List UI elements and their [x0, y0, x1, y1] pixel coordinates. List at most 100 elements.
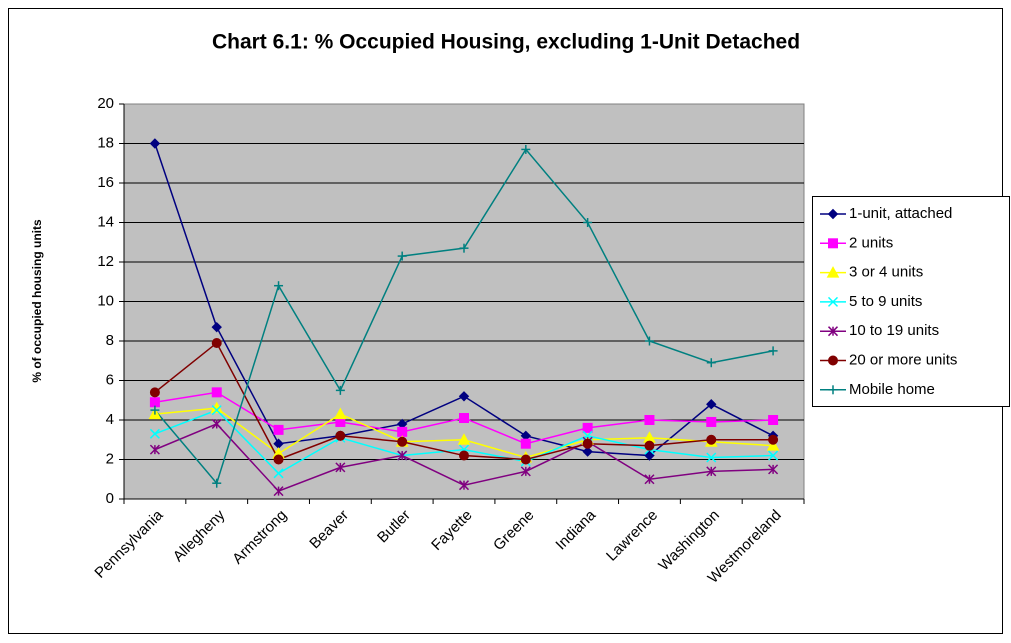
marker [706, 416, 717, 427]
marker-part [397, 436, 408, 447]
marker-part [457, 433, 471, 445]
marker [335, 462, 346, 473]
marker [149, 138, 161, 149]
legend-label: 2 units [849, 234, 893, 251]
marker [827, 296, 839, 307]
marker-part [826, 266, 840, 278]
marker [149, 387, 160, 398]
marker [273, 454, 284, 465]
y-tick-label: 16 [97, 174, 114, 191]
marker [826, 266, 840, 278]
marker [149, 397, 160, 408]
marker [335, 430, 346, 441]
marker-part [459, 450, 469, 461]
y-tick-label: 4 [106, 411, 114, 428]
marker-part [644, 450, 655, 461]
marker [335, 385, 345, 395]
marker-part [397, 426, 408, 437]
marker-part [706, 398, 717, 410]
marker-part [644, 440, 655, 451]
marker-part [273, 454, 284, 465]
marker [766, 439, 780, 451]
marker [211, 321, 222, 333]
marker-part [273, 468, 284, 479]
marker-part [149, 387, 160, 398]
legend-label: 5 to 9 units [849, 293, 922, 310]
y-tick-label: 8 [106, 332, 114, 349]
marker-part [273, 424, 284, 435]
y-tick-label: 2 [106, 450, 114, 467]
marker [459, 450, 469, 461]
marker [149, 428, 160, 439]
marker [397, 436, 408, 447]
marker [212, 478, 222, 488]
marker [459, 413, 469, 424]
marker [644, 415, 655, 425]
y-axis-label: % of occupied housing units [30, 219, 44, 383]
marker [211, 337, 222, 348]
marker [334, 407, 347, 420]
marker [582, 446, 593, 457]
legend-label: 10 to 19 units [849, 322, 939, 339]
marker [273, 468, 284, 479]
marker [582, 422, 593, 433]
y-tick-label: 12 [97, 253, 114, 270]
marker-part [582, 422, 593, 433]
marker [520, 438, 531, 449]
marker [828, 355, 838, 366]
marker-part [827, 208, 839, 220]
marker-part [149, 397, 160, 408]
marker [273, 486, 284, 497]
marker-part [211, 337, 222, 348]
marker-part [458, 391, 470, 402]
marker [583, 218, 593, 227]
y-tick-label: 6 [106, 371, 114, 388]
marker [828, 238, 838, 249]
marker [768, 434, 779, 445]
marker [827, 326, 839, 337]
marker [706, 398, 717, 410]
marker [273, 424, 284, 435]
marker [211, 405, 222, 416]
marker [521, 144, 531, 154]
y-tick-label: 14 [97, 213, 114, 230]
y-tick-label: 10 [97, 292, 114, 309]
marker [397, 450, 408, 461]
marker-part [706, 434, 717, 445]
marker-part [766, 439, 780, 451]
marker-part [706, 452, 717, 463]
y-tick-label: 18 [97, 134, 114, 151]
marker-part [828, 238, 838, 249]
marker-part [149, 138, 161, 149]
legend-label: 3 or 4 units [849, 264, 923, 281]
marker-part [706, 416, 717, 427]
marker [150, 405, 160, 415]
marker-part [768, 450, 779, 461]
marker [520, 466, 531, 477]
marker [459, 243, 469, 253]
marker [644, 440, 655, 451]
marker-part [520, 454, 531, 465]
y-tick-label: 0 [106, 490, 114, 507]
marker-part [768, 415, 779, 425]
marker-part [644, 415, 655, 425]
chart-title: Chart 6.1: % Occupied Housing, excluding… [212, 31, 800, 54]
marker-part [582, 446, 593, 457]
legend-label: 1-unit, attached [849, 205, 952, 222]
marker [644, 450, 655, 461]
marker [149, 444, 160, 455]
marker [828, 385, 838, 395]
marker [644, 474, 655, 485]
marker [458, 480, 470, 491]
marker [211, 418, 222, 429]
marker-part [335, 430, 346, 441]
marker-part [582, 438, 593, 449]
marker [520, 454, 531, 465]
marker [397, 251, 407, 261]
marker [457, 433, 471, 445]
marker [768, 464, 779, 475]
marker [397, 426, 408, 437]
marker [827, 208, 839, 220]
